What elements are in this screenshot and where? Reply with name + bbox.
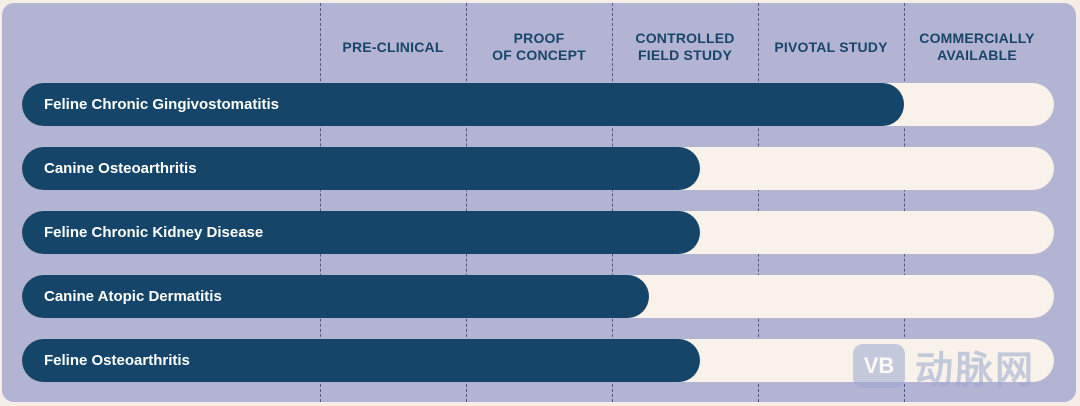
stage-header: COMMERCIALLY AVAILABLE (919, 30, 1035, 63)
stage-divider (466, 3, 467, 402)
stage-header: PROOF OF CONCEPT (492, 30, 586, 63)
pipeline-track: Feline Chronic Gingivostomatitis (22, 83, 1054, 126)
pipeline-bar: Feline Chronic Gingivostomatitis (22, 83, 904, 126)
pipeline-bar: Feline Osteoarthritis (22, 339, 700, 382)
pipeline-bar: Feline Chronic Kidney Disease (22, 211, 700, 254)
watermark-text: 动脉网 (915, 349, 1036, 392)
pipeline-track: Canine Atopic Dermatitis (22, 275, 1054, 318)
stage-divider (758, 3, 759, 402)
pipeline-chart: PRE-CLINICAL PROOF OF CONCEPT CONTROLLED F… (2, 3, 1076, 402)
pipeline-track: Canine Osteoarthritis (22, 147, 1054, 190)
stage-header: PIVOTAL STUDY (774, 38, 888, 55)
pipeline-bar: Canine Atopic Dermatitis (22, 275, 649, 318)
stage-divider (904, 3, 905, 402)
stage-header: CONTROLLED FIELD STUDY (635, 30, 735, 63)
stage-header: PRE-CLINICAL (342, 38, 444, 55)
indication-label: Feline Chronic Kidney Disease (44, 224, 264, 241)
indication-label: Feline Osteoarthritis (44, 352, 190, 369)
indication-label: Canine Osteoarthritis (44, 160, 197, 177)
pipeline-bar: Canine Osteoarthritis (22, 147, 700, 190)
pipeline-track: Feline Chronic Kidney Disease (22, 211, 1054, 254)
watermark-logo-icon: VB (853, 344, 905, 388)
indication-label: Canine Atopic Dermatitis (44, 288, 222, 305)
stage-divider (320, 3, 321, 402)
watermark: VB 动脉网 (853, 340, 1035, 392)
indication-label: Feline Chronic Gingivostomatitis (44, 96, 280, 113)
stage-divider (612, 3, 613, 402)
